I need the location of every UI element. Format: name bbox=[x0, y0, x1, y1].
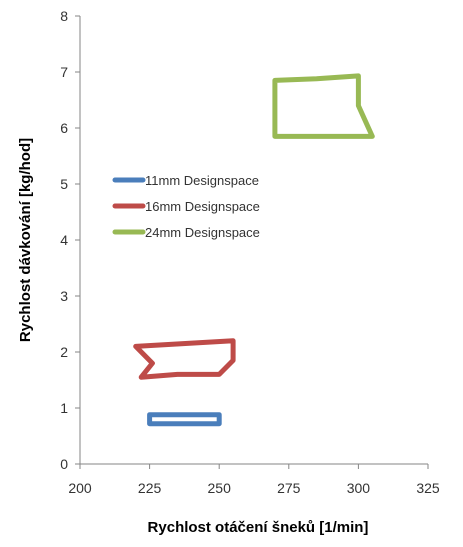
legend-label-1: 11mm Designspace bbox=[145, 173, 259, 188]
y-axis-title: Rychlost dávkování [kg/hod] bbox=[17, 138, 34, 342]
legend-label-2: 16mm Designspace bbox=[145, 199, 260, 214]
x-axis-title: Rychlost otáčení šneků [1/min] bbox=[148, 519, 369, 536]
axes-layer bbox=[79, 16, 428, 465]
y-tick-label: 4 bbox=[60, 232, 68, 248]
y-tick-label: 3 bbox=[60, 288, 68, 304]
ticks-layer: 0 1 2 3 4 5 6 7 8 200 225 250 275 300 325 bbox=[60, 8, 440, 496]
y-tick-label: 0 bbox=[60, 456, 68, 472]
y-tick-label: 6 bbox=[60, 120, 68, 136]
x-tick-label: 250 bbox=[208, 480, 232, 496]
series-layer bbox=[133, 73, 375, 427]
y-tick-label: 8 bbox=[60, 8, 68, 24]
series-line-1 bbox=[147, 412, 222, 427]
series-line-2 bbox=[133, 338, 236, 380]
x-tick-label: 275 bbox=[277, 480, 301, 496]
y-tick-label: 7 bbox=[60, 64, 68, 80]
legend-label-3: 24mm Designspace bbox=[145, 225, 260, 240]
y-tick-label: 2 bbox=[60, 344, 68, 360]
x-tick-label: 325 bbox=[416, 480, 440, 496]
legend: 11mm Designspace 16mm Designspace 24mm Des… bbox=[112, 173, 260, 240]
series-line-3 bbox=[272, 73, 375, 139]
x-tick-label: 300 bbox=[347, 480, 371, 496]
y-tick-label: 1 bbox=[60, 400, 68, 416]
x-tick-label: 225 bbox=[138, 480, 162, 496]
y-tick-label: 5 bbox=[60, 176, 68, 192]
x-tick-label: 200 bbox=[68, 480, 92, 496]
